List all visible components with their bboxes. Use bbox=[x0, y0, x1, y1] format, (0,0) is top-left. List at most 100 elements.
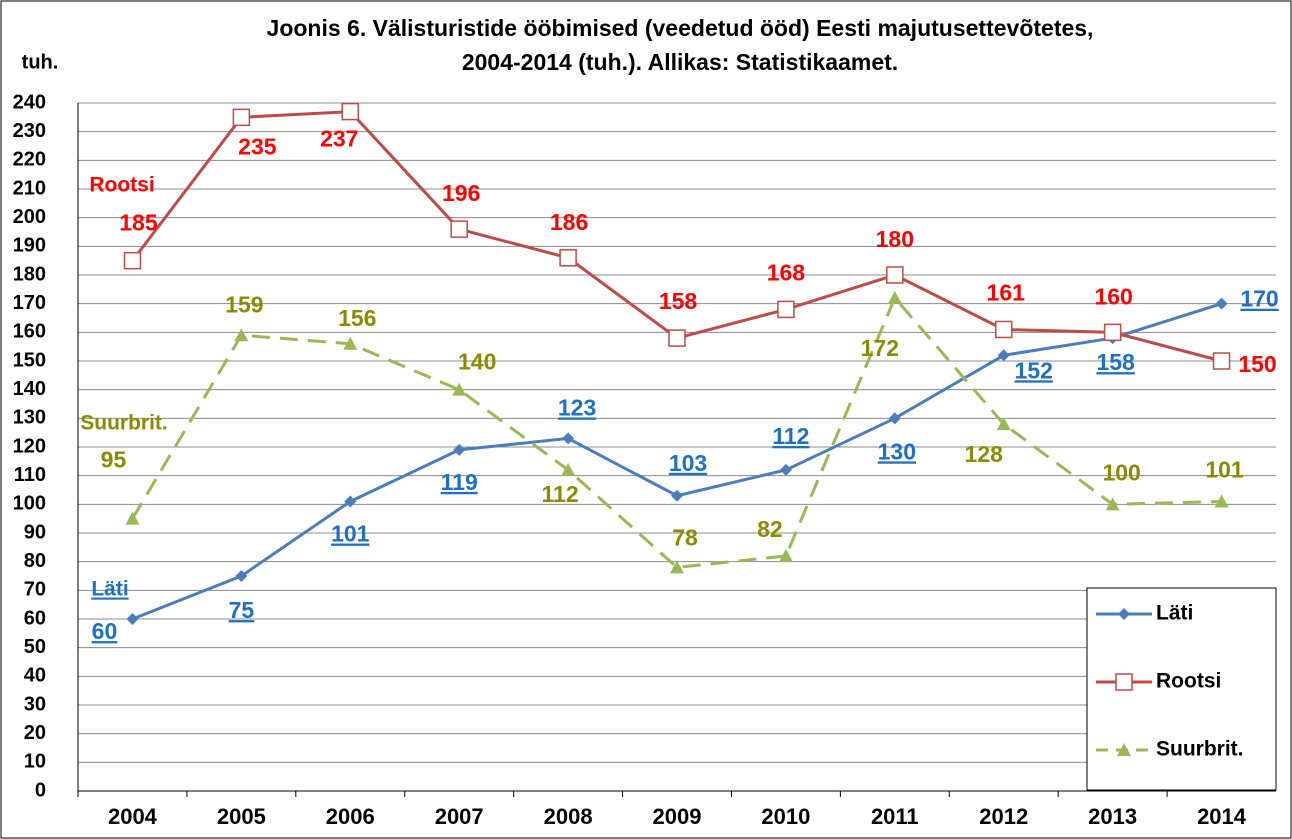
data-label: 101 bbox=[331, 521, 370, 547]
y-tick-label: 50 bbox=[24, 636, 46, 658]
y-tick-label: 20 bbox=[24, 722, 46, 744]
data-point bbox=[126, 613, 139, 625]
series-line bbox=[131, 295, 1222, 569]
data-label: 186 bbox=[550, 209, 588, 235]
data-label: 168 bbox=[767, 259, 806, 285]
data-label: 158 bbox=[659, 288, 698, 314]
data-label: 112 bbox=[772, 423, 809, 449]
data-point bbox=[341, 102, 360, 121]
x-tick-label: 2011 bbox=[871, 804, 919, 829]
data-point bbox=[994, 320, 1013, 339]
y-tick-label: 200 bbox=[13, 206, 46, 228]
y-tick-label: 180 bbox=[13, 263, 46, 285]
data-label: 152 bbox=[1015, 357, 1053, 383]
data-point bbox=[343, 336, 358, 350]
data-point bbox=[123, 251, 142, 270]
x-tick-label: 2012 bbox=[979, 804, 1028, 829]
chart-subtitle: 2004-2014 (tuh.). Allikas: Statistikaame… bbox=[462, 49, 898, 75]
y-tick-label: 40 bbox=[24, 665, 46, 687]
legend-marker bbox=[1115, 673, 1133, 691]
data-label: 156 bbox=[338, 305, 376, 331]
data-point bbox=[1214, 494, 1229, 508]
data-point bbox=[452, 382, 467, 396]
x-tick-label: 2009 bbox=[653, 804, 702, 829]
y-tick-label: 220 bbox=[13, 149, 46, 171]
y-tick-label: 240 bbox=[13, 91, 46, 113]
data-point bbox=[344, 495, 357, 508]
y-tick-label: 90 bbox=[24, 521, 46, 543]
legend-label: Rootsi bbox=[1156, 670, 1221, 693]
data-label: 180 bbox=[876, 226, 914, 252]
y-tick-label: 110 bbox=[14, 464, 46, 486]
y-tick-label: 170 bbox=[13, 292, 46, 314]
series-annotation: Rootsi bbox=[89, 174, 154, 197]
data-point bbox=[559, 249, 577, 267]
y-axis-label: tuh. bbox=[22, 51, 59, 73]
data-label: 140 bbox=[458, 349, 496, 375]
y-tick-label: 120 bbox=[13, 435, 46, 457]
x-tick-label: 2007 bbox=[435, 804, 484, 829]
data-label: 112 bbox=[542, 481, 579, 507]
y-tick-label: 0 bbox=[35, 779, 46, 801]
data-point bbox=[1212, 352, 1231, 370]
data-label: 75 bbox=[229, 597, 255, 623]
x-tick-label: 2014 bbox=[1197, 804, 1247, 829]
x-tick-label: 2005 bbox=[217, 804, 266, 829]
data-point bbox=[235, 570, 248, 582]
data-point bbox=[887, 290, 902, 304]
data-label: 78 bbox=[672, 524, 698, 550]
data-point bbox=[888, 412, 901, 425]
data-label: 60 bbox=[92, 618, 118, 644]
data-label: 103 bbox=[669, 450, 707, 476]
data-point bbox=[778, 548, 793, 562]
data-label: 235 bbox=[238, 133, 277, 159]
data-label: 159 bbox=[225, 291, 263, 317]
x-tick-label: 2008 bbox=[544, 804, 593, 829]
data-label: 158 bbox=[1096, 349, 1135, 375]
data-label: 119 bbox=[441, 469, 478, 495]
y-tick-label: 210 bbox=[13, 177, 46, 199]
y-tick-label: 80 bbox=[24, 550, 46, 572]
legend-label: Suurbrit. bbox=[1156, 738, 1244, 761]
data-point bbox=[234, 328, 249, 342]
data-label: 160 bbox=[1094, 283, 1132, 309]
x-tick-label: 2013 bbox=[1088, 804, 1137, 829]
y-tick-label: 130 bbox=[13, 407, 46, 429]
data-label: 185 bbox=[119, 210, 158, 236]
data-point bbox=[1105, 497, 1120, 511]
data-label: 170 bbox=[1240, 286, 1278, 312]
data-label: 172 bbox=[861, 335, 899, 361]
data-point bbox=[1215, 297, 1228, 310]
data-label: 95 bbox=[101, 447, 127, 473]
data-point bbox=[232, 108, 251, 127]
data-point bbox=[996, 417, 1011, 431]
chart-title: Joonis 6. Välisturistide ööbimised (veed… bbox=[267, 15, 1094, 41]
y-tick-label: 150 bbox=[13, 349, 46, 371]
data-point bbox=[125, 511, 140, 525]
data-point bbox=[671, 489, 683, 502]
data-point bbox=[1103, 323, 1122, 342]
data-label: 130 bbox=[878, 438, 916, 464]
data-point bbox=[450, 220, 468, 238]
x-tick-label: 2006 bbox=[326, 804, 375, 829]
y-tick-label: 10 bbox=[24, 751, 46, 773]
data-label: 237 bbox=[320, 126, 358, 152]
y-tick-label: 70 bbox=[24, 579, 46, 601]
y-tick-label: 100 bbox=[13, 493, 46, 515]
y-tick-label: 230 bbox=[13, 120, 46, 142]
data-label: 150 bbox=[1238, 351, 1276, 377]
data-label: 196 bbox=[442, 180, 480, 206]
data-label: 82 bbox=[757, 516, 783, 542]
data-label: 100 bbox=[1102, 459, 1140, 485]
y-tick-label: 190 bbox=[13, 235, 46, 257]
data-point bbox=[777, 300, 795, 319]
series-annotation: Suurbrit. bbox=[80, 412, 168, 435]
data-point bbox=[997, 349, 1010, 362]
data-point bbox=[779, 463, 792, 476]
x-tick-label: 2010 bbox=[761, 804, 810, 829]
y-tick-label: 60 bbox=[24, 607, 46, 629]
y-tick-label: 140 bbox=[13, 378, 46, 400]
x-tick-label: 2004 bbox=[108, 804, 158, 829]
y-tick-label: 30 bbox=[24, 693, 46, 715]
